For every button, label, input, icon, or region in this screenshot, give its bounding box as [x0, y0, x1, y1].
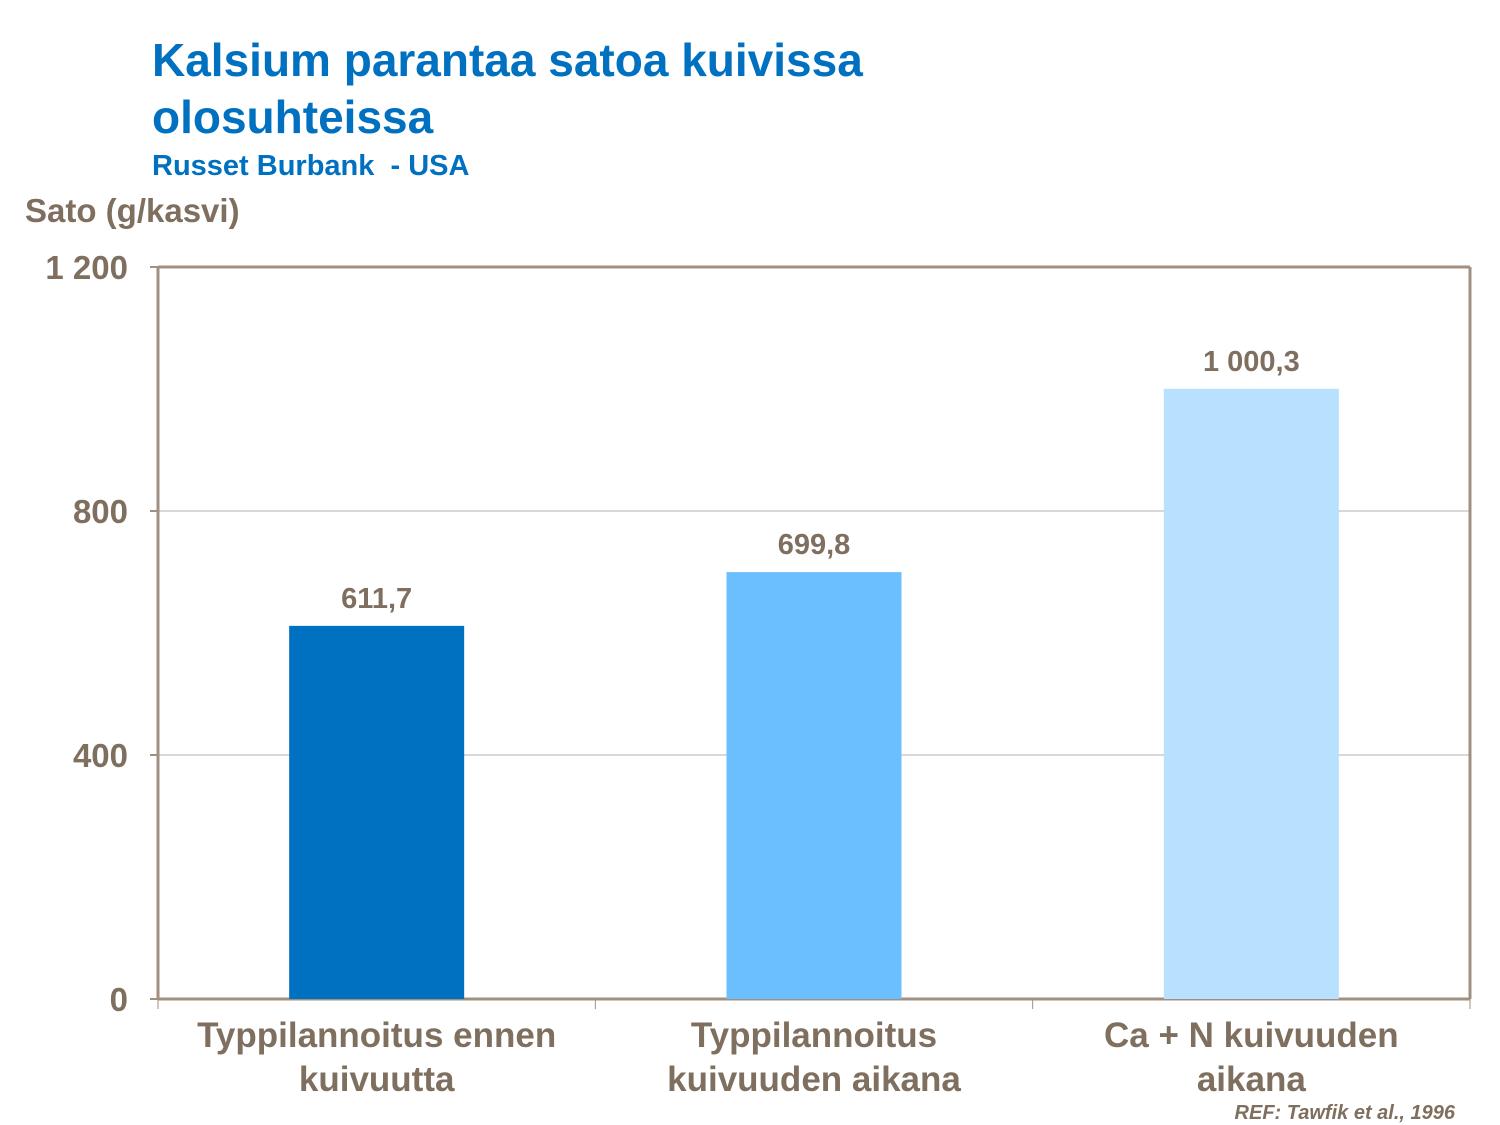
y-tick-label: 800 — [73, 493, 128, 530]
x-tick-label: Typpilannoitus — [691, 1016, 937, 1055]
x-tick-label: Typpilannoitus ennen — [197, 1016, 556, 1055]
y-tick-label: 400 — [73, 737, 128, 774]
bar — [289, 625, 465, 999]
data-label: 611,7 — [341, 583, 412, 615]
reference-note: REF: Tawfik et al., 1996 — [1234, 1102, 1455, 1124]
x-tick-label: kuivuuden aikana — [667, 1060, 961, 1099]
bar — [726, 572, 902, 999]
chart-title: Kalsium parantaa satoa kuivissa olosuhte… — [152, 34, 863, 143]
y-tick-label: 0 — [110, 981, 128, 1018]
data-label: 1 000,3 — [1203, 346, 1300, 378]
y-tick-label: 1 200 — [45, 249, 128, 286]
x-tick-label: aikana — [1197, 1060, 1306, 1099]
data-label: 699,8 — [778, 529, 851, 561]
x-tick-label: Ca + N kuivuuden — [1104, 1016, 1399, 1055]
chart-subtitle: Russet Burbank - USA — [152, 150, 470, 182]
y-axis-label: Sato (g/kasvi) — [25, 192, 240, 229]
bar — [1163, 388, 1339, 999]
x-tick-label: kuivuutta — [299, 1060, 455, 1099]
